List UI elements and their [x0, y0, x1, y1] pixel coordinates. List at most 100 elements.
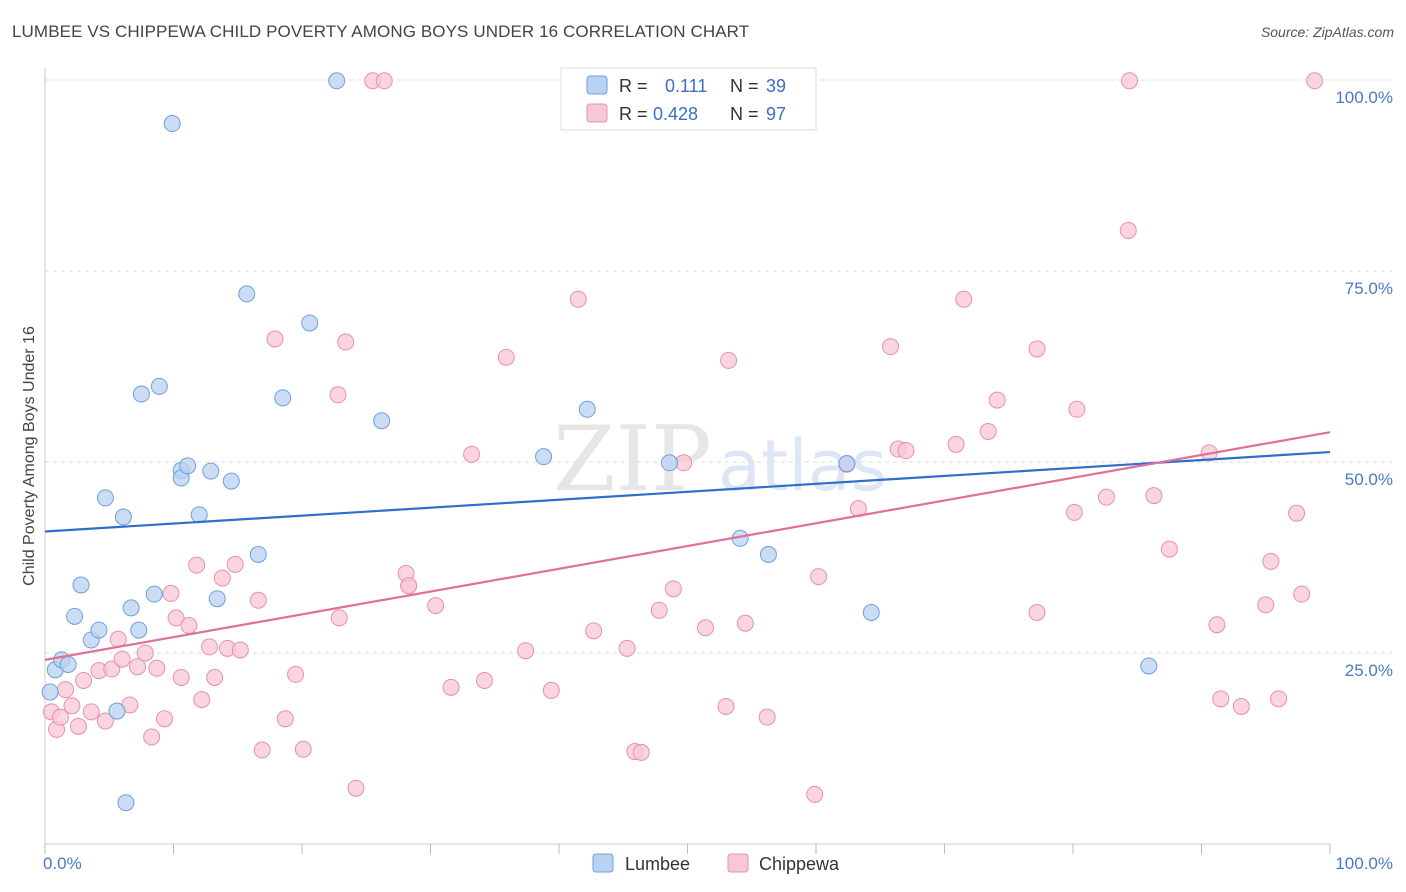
- chippewa-point-3: [57, 681, 75, 699]
- lumbee-point-26: [249, 545, 267, 563]
- legend-swatch-chippewa: [586, 103, 608, 123]
- chippewa-point-57: [632, 743, 650, 761]
- chippewa-point-55: [618, 639, 636, 657]
- chippewa-point-74: [955, 290, 973, 308]
- lumbee-point-23: [208, 590, 226, 608]
- legend: R = 0.111 N = 39 R = 0.428 N = 97: [560, 67, 817, 131]
- bottom-legend: Lumbee Chippewa: [592, 853, 840, 874]
- chippewa-point-59: [664, 580, 682, 598]
- lumbee-point-20: [179, 457, 197, 475]
- legend-swatch-lumbee: [586, 75, 608, 95]
- bottom-legend-chippewa: Chippewa: [759, 854, 840, 874]
- trend-lines: [44, 431, 1331, 661]
- chippewa-point-47: [442, 678, 460, 696]
- lumbee-point-21: [190, 506, 208, 524]
- axis-ticks: 25.0% 50.0% 75.0% 100.0% 0.0% 100.0%: [43, 88, 1393, 873]
- chippewa-point-25: [200, 638, 218, 656]
- chippewa-point-83: [1121, 72, 1139, 90]
- chippewa-point-45: [400, 577, 418, 595]
- chippewa-point-26: [206, 668, 224, 686]
- watermark-atlas: atlas: [718, 425, 887, 507]
- chippewa-point-16: [143, 728, 161, 746]
- chippewa-point-37: [329, 386, 347, 404]
- chippewa-point-78: [1028, 604, 1046, 622]
- lumbee-point-24: [222, 472, 240, 490]
- chippewa-point-40: [347, 779, 365, 797]
- bottom-legend-lumbee: Lumbee: [625, 854, 690, 874]
- chippewa-point-4: [63, 697, 81, 715]
- chippewa-point-32: [253, 741, 271, 759]
- lumbee-point-38: [1140, 657, 1158, 675]
- grid-lines: [45, 79, 1392, 654]
- chippewa-point-70: [882, 338, 900, 356]
- lumbee-point-7: [90, 621, 108, 639]
- lumbee-point-29: [328, 72, 346, 90]
- chippewa-point-80: [1068, 400, 1086, 418]
- chippewa-point-66: [806, 785, 824, 803]
- chippewa-point-7: [82, 703, 100, 721]
- chippewa-point-90: [1257, 596, 1275, 614]
- chippewa-point-38: [330, 609, 348, 627]
- chippewa-point-42: [375, 72, 393, 90]
- x-tick-label-0: 0.0%: [43, 854, 82, 873]
- chippewa-point-79: [1065, 503, 1083, 521]
- lumbee-point-28: [301, 314, 319, 332]
- chippewa-point-61: [696, 619, 714, 637]
- chippewa-point-85: [1160, 540, 1178, 558]
- chippewa-point-60: [675, 454, 693, 472]
- chippewa-point-87: [1208, 616, 1226, 634]
- chippewa-trend-line: [44, 431, 1331, 661]
- chippewa-point-52: [542, 681, 560, 699]
- chippewa-point-91: [1262, 552, 1280, 570]
- lumbee-point-32: [578, 400, 596, 418]
- lumbee-point-35: [759, 545, 777, 563]
- chippewa-point-2: [51, 708, 69, 726]
- chippewa-point-82: [1119, 222, 1137, 240]
- chippewa-point-36: [294, 740, 312, 758]
- chart-title: LUMBEE VS CHIPPEWA CHILD POVERTY AMONG B…: [12, 22, 750, 41]
- lumbee-point-22: [202, 462, 220, 480]
- chippewa-point-12: [113, 650, 131, 668]
- chippewa-point-63: [720, 351, 738, 369]
- chippewa-point-31: [249, 591, 267, 609]
- chippewa-point-53: [569, 290, 587, 308]
- legend-r-label-lumbee: R =: [619, 76, 648, 96]
- chippewa-point-17: [148, 659, 166, 677]
- chippewa-point-49: [475, 672, 493, 690]
- lumbee-point-3: [59, 655, 77, 673]
- chippewa-point-10: [103, 660, 121, 678]
- legend-n-value-chippewa: 97: [766, 104, 786, 124]
- y-tick-label-50: 50.0%: [1345, 470, 1393, 489]
- chippewa-point-22: [180, 616, 198, 634]
- y-tick-label-100: 100.0%: [1335, 88, 1393, 107]
- chippewa-point-15: [136, 644, 154, 662]
- chippewa-point-65: [758, 708, 776, 726]
- chippewa-point-35: [287, 665, 305, 683]
- chippewa-point-73: [947, 435, 965, 453]
- legend-r-label-chippewa: R =: [619, 104, 648, 124]
- lumbee-point-17: [163, 115, 181, 133]
- chippewa-point-29: [226, 555, 244, 573]
- lumbee-point-16: [150, 377, 168, 395]
- legend-n-value-lumbee: 39: [766, 76, 786, 96]
- lumbee-point-15: [145, 585, 163, 603]
- lumbee-point-25: [238, 285, 256, 303]
- chippewa-point-5: [69, 717, 87, 735]
- chippewa-point-93: [1288, 504, 1306, 522]
- lumbee-point-31: [535, 448, 553, 466]
- chippewa-point-89: [1232, 697, 1250, 715]
- chippewa-point-46: [427, 597, 445, 615]
- chippewa-point-58: [650, 601, 668, 619]
- chippewa-point-84: [1145, 487, 1163, 505]
- legend-n-label-lumbee: N =: [730, 76, 759, 96]
- lumbee-point-14: [132, 385, 150, 403]
- lumbee-point-30: [373, 412, 391, 430]
- y-tick-label-75: 75.0%: [1345, 279, 1393, 298]
- lumbee-point-4: [66, 607, 84, 625]
- lumbee-point-37: [862, 604, 880, 622]
- chippewa-point-24: [193, 691, 211, 709]
- chippewa-point-23: [188, 556, 206, 574]
- chippewa-point-20: [167, 609, 185, 627]
- chippewa-point-6: [75, 672, 93, 690]
- chippewa-point-88: [1212, 690, 1230, 708]
